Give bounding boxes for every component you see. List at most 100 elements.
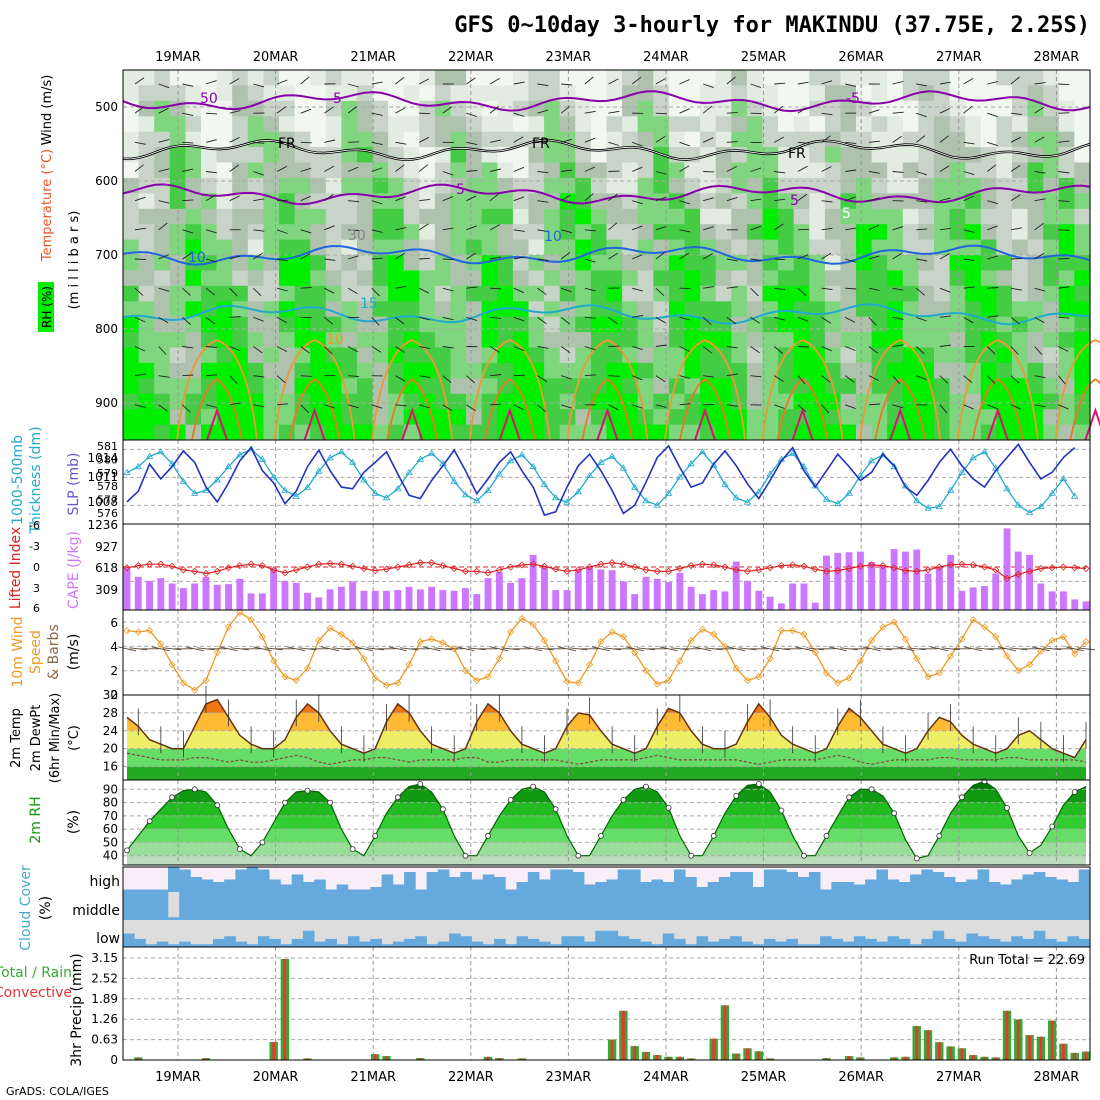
rh-cell xyxy=(949,332,966,349)
rh-cell xyxy=(715,378,732,395)
rh-cell xyxy=(247,177,264,194)
wind-barb xyxy=(134,346,146,352)
wind-barb xyxy=(371,257,383,260)
rh-cell xyxy=(263,393,280,410)
wind-barb xyxy=(591,646,610,652)
rh-cell xyxy=(388,424,405,441)
cloud-bar xyxy=(471,879,484,892)
wind-barb xyxy=(608,252,619,260)
wind-barb xyxy=(418,404,430,409)
rh-point xyxy=(620,797,627,803)
rh-cell xyxy=(419,70,436,86)
rh-cell xyxy=(980,362,997,379)
contour-label: 10 xyxy=(326,332,344,348)
cape-bar xyxy=(744,580,751,610)
precip-total-label: Total / Rain xyxy=(0,965,72,981)
wind-barb xyxy=(750,258,762,261)
wind-speed-point xyxy=(326,624,334,632)
rh-cell xyxy=(247,270,264,287)
rh-cell xyxy=(481,332,498,349)
thickness-point xyxy=(834,499,842,507)
precip-axis-title: 3hr Precip (mm) xyxy=(69,953,85,1066)
precip-convective-bar xyxy=(283,959,287,1060)
wind-barb xyxy=(1058,83,1070,86)
cape-bar xyxy=(529,554,537,610)
wind-barb xyxy=(1010,112,1022,116)
rh-cell xyxy=(481,193,498,210)
rh-cell xyxy=(668,162,686,179)
cloud-bar xyxy=(404,872,416,892)
rh-point xyxy=(1049,823,1056,830)
wind-barb xyxy=(253,198,265,202)
rh-cell xyxy=(1027,239,1044,256)
rh-point xyxy=(327,799,334,806)
rh-cell xyxy=(279,224,296,241)
cape-bar xyxy=(653,578,661,610)
lifted-index-point xyxy=(394,563,402,571)
thickness-point xyxy=(585,471,594,478)
rh-cell xyxy=(216,362,233,379)
wind-barb xyxy=(750,83,762,89)
rh-cell xyxy=(700,239,717,256)
wind-barb xyxy=(939,287,951,293)
thickness-point xyxy=(1003,485,1011,492)
wind-barb xyxy=(466,404,477,412)
wind-barb xyxy=(1076,647,1096,651)
rh-cell xyxy=(575,147,592,164)
rh-cell xyxy=(279,70,296,86)
rh-cell xyxy=(606,70,623,86)
wind-barb xyxy=(535,647,554,651)
rh-cell xyxy=(341,131,358,148)
rh-cell xyxy=(606,362,623,379)
wind-barb xyxy=(348,229,360,231)
precip-convective-bar xyxy=(757,1051,761,1060)
temperature-axis-title: Temperature (°C) xyxy=(40,149,55,262)
cloud-bar xyxy=(943,938,956,947)
wind-barb xyxy=(939,404,948,414)
cloud-bar xyxy=(246,867,259,892)
cape-bar xyxy=(225,584,232,610)
wind-speed-point xyxy=(687,636,695,644)
rh-cell xyxy=(169,409,186,426)
contour-label: 15 xyxy=(360,296,378,312)
wind-barb xyxy=(300,286,312,289)
rh-cell xyxy=(1058,255,1075,271)
rh-cell xyxy=(575,378,592,395)
rh-cell xyxy=(778,332,795,349)
rh-point xyxy=(462,852,469,859)
rh-cell xyxy=(590,208,608,225)
wind-barb xyxy=(158,168,170,172)
rh-cell xyxy=(512,270,530,287)
precip-convective-bar xyxy=(1005,1010,1009,1060)
rh-point xyxy=(868,786,875,793)
rh-cell xyxy=(528,85,545,102)
wind-speed-point xyxy=(1082,638,1090,646)
cape-bar xyxy=(879,566,887,610)
rh-cell xyxy=(856,316,873,333)
rh-cell xyxy=(965,208,982,225)
rh-cell xyxy=(388,362,405,379)
rh-cell xyxy=(887,131,904,148)
lifted-index-point xyxy=(631,563,639,571)
rh-cell xyxy=(247,409,264,426)
rh-cell xyxy=(403,285,420,302)
cloud-bar xyxy=(190,944,203,947)
cloud-bar xyxy=(898,892,911,920)
rh-cell xyxy=(918,70,935,86)
cape-tick-label: 1236 xyxy=(87,518,118,532)
rh-cell xyxy=(123,224,140,241)
rh-cell xyxy=(668,316,686,333)
cloud-bar xyxy=(415,936,427,947)
rh-cell xyxy=(762,177,779,194)
wind-barb xyxy=(182,287,191,296)
rh-cell xyxy=(419,301,436,318)
wind-barb xyxy=(631,166,643,172)
wind-barb xyxy=(560,194,571,202)
thickness-point xyxy=(157,448,165,455)
wind-speed-point xyxy=(349,639,357,647)
rh-cell xyxy=(934,378,951,395)
rh-cell xyxy=(466,316,483,333)
rh-cell xyxy=(856,270,873,287)
thickness-point xyxy=(822,495,831,502)
rh-cell xyxy=(778,177,795,194)
